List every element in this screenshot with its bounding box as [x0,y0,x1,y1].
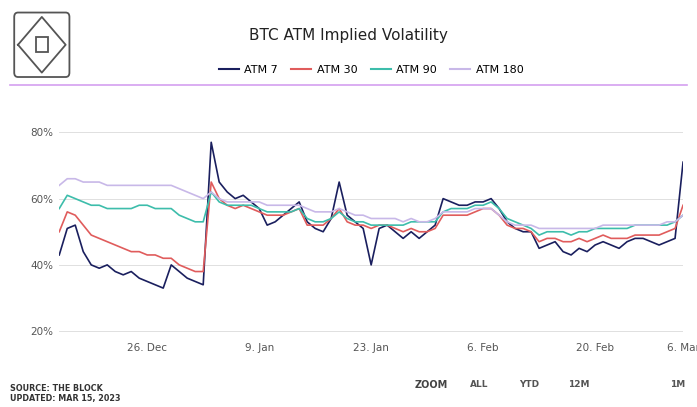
Text: SOURCE: THE BLOCK
UPDATED: MAR 15, 2023: SOURCE: THE BLOCK UPDATED: MAR 15, 2023 [10,383,121,403]
Text: YTD: YTD [519,380,539,389]
Text: 3M: 3M [620,380,636,389]
Text: BTC ATM Implied Volatility: BTC ATM Implied Volatility [249,28,448,44]
Text: ZOOM: ZOOM [415,380,448,389]
Text: 1M: 1M [670,380,685,389]
Text: ALL: ALL [470,380,489,389]
Legend: ATM 7, ATM 30, ATM 90, ATM 180: ATM 7, ATM 30, ATM 90, ATM 180 [214,60,528,79]
Text: 12M: 12M [568,380,589,389]
